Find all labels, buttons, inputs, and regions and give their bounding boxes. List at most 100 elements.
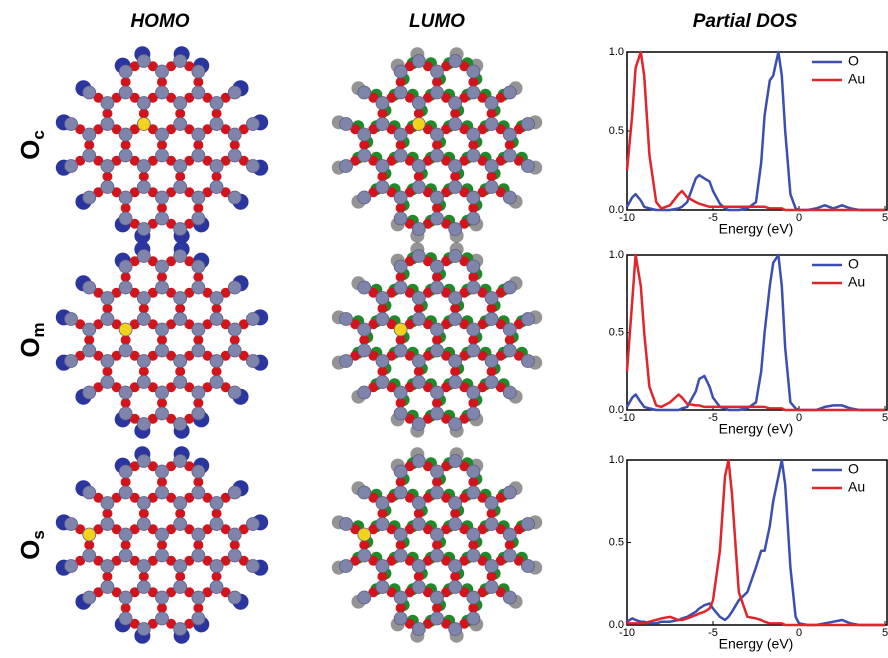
atom [137,455,150,468]
oxygen-atom [121,477,131,487]
atom [192,549,205,562]
atom [210,518,223,531]
atom [503,591,516,604]
atom [358,486,371,499]
atom [412,581,425,594]
oxygen-atom [432,140,442,150]
atom [503,86,516,99]
oxygen-atom [139,367,149,377]
atom [358,549,371,562]
oxygen-atom [359,140,369,150]
oxygen-atom [468,540,478,550]
atom [376,160,389,173]
atom [521,560,534,573]
atom [449,355,462,368]
oxygen-atom [468,203,478,213]
atom [467,149,480,162]
atom [83,191,96,204]
column-header: HOMO [130,11,189,32]
atom [449,581,462,594]
atom [449,623,462,636]
figure: HOMO LUMO Partial DOS Oc Om Os 0.00.51.0… [0,0,888,658]
atom [340,160,353,173]
atom [449,313,462,326]
oxygen-atom [102,572,112,582]
atom [137,560,150,573]
oxygen-atom [175,109,185,119]
x-tick-label: -10 [619,627,635,639]
atom [101,181,114,194]
oxygen-atom [377,572,387,582]
atom [156,344,169,357]
oxygen-atom [121,398,131,408]
atom [174,581,187,594]
atom [210,181,223,194]
atom [228,323,241,336]
oxygen-atom [193,540,203,550]
legend-label: Au [848,479,865,495]
legend-label: Au [848,274,865,290]
atom [376,560,389,573]
atom [246,160,259,173]
atom [449,518,462,531]
atom [503,549,516,562]
atom [376,97,389,110]
atom [174,560,187,573]
atom [467,281,480,294]
x-axis-label: Energy (eV) [719,221,794,237]
atom [119,486,132,499]
oxygen-atom [157,603,167,613]
atom [467,591,480,604]
oxygen-atom [212,572,222,582]
atom [394,386,407,399]
molecule [56,446,268,643]
oxygen-atom [377,172,387,182]
atom [192,149,205,162]
atom [192,323,205,336]
atom [358,386,371,399]
atom [467,86,480,99]
oxygen-atom [193,477,203,487]
atom [449,118,462,131]
atom [174,313,187,326]
oxygen-atom [359,540,369,550]
oxygen-atom [359,335,369,345]
oxygen-atom [121,603,131,613]
oxygen-atom [121,335,131,345]
atom [467,260,480,273]
atom [431,528,444,541]
atom [156,612,169,625]
oxygen-atom [432,603,442,613]
atom [228,344,241,357]
atom [119,465,132,478]
atom [358,344,371,357]
oxygen-atom [230,140,240,150]
atom [521,355,534,368]
oxygen-atom [139,304,149,314]
atom [376,313,389,326]
atom [358,149,371,162]
atom [412,518,425,531]
atom [83,149,96,162]
atom [228,191,241,204]
oxygen-atom [396,272,406,282]
atom [412,418,425,431]
oxygen-atom [432,203,442,213]
atom [83,486,96,499]
atom [156,549,169,562]
atom [431,281,444,294]
oxygen-atom [468,477,478,487]
atom [246,518,259,531]
atom [210,376,223,389]
atom [156,386,169,399]
atom [137,581,150,594]
atom [449,455,462,468]
atom [101,160,114,173]
oxygen-atom [450,304,460,314]
oxygen-atom [157,335,167,345]
atom [192,528,205,541]
oxygen-atom [84,540,94,550]
atom [376,581,389,594]
atom [137,55,150,68]
atom [485,560,498,573]
